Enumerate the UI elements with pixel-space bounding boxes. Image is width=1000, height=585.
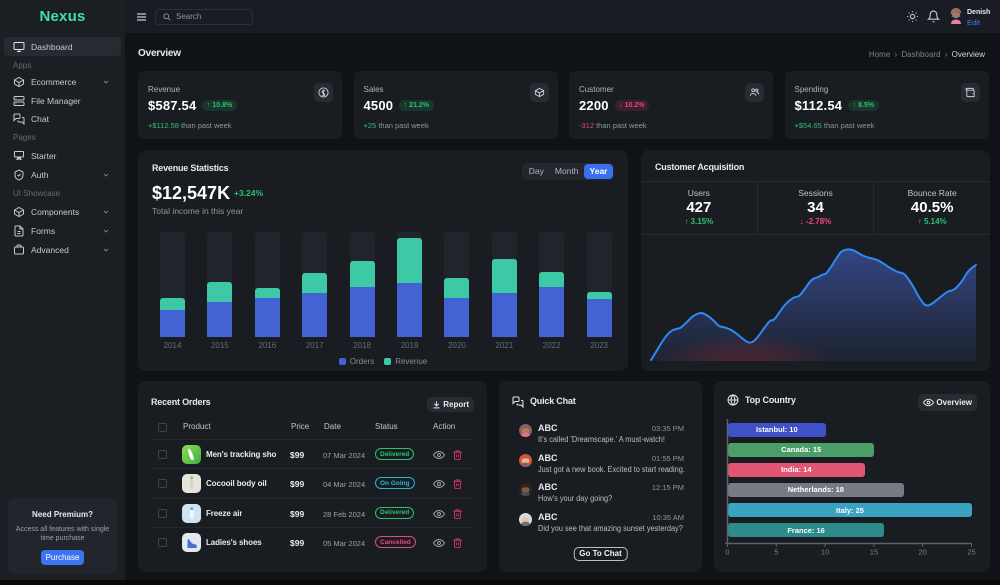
svg-text:25: 25 bbox=[967, 548, 975, 557]
svg-text:5: 5 bbox=[774, 548, 778, 557]
svg-text:20: 20 bbox=[919, 548, 927, 557]
svg-text:10: 10 bbox=[821, 548, 829, 557]
svg-text:15: 15 bbox=[870, 548, 878, 557]
svg-text:0: 0 bbox=[725, 548, 729, 557]
